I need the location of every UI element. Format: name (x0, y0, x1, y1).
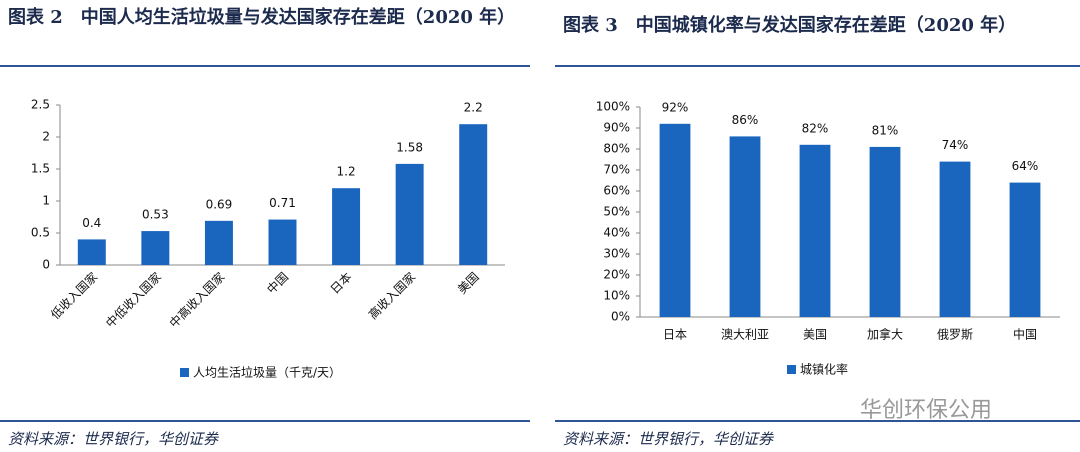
y-tick-label: 100% (596, 100, 630, 114)
y-tick-label: 30% (603, 247, 630, 261)
x-tick-label: 美国 (803, 328, 827, 342)
y-tick-label: 1.5 (31, 162, 50, 176)
data-label: 0.4 (82, 216, 101, 230)
chart-panel: 图表 2 中国人均生活垃圾量与发达国家存在差距（2020 年） 0 0.5 1 1.5… (0, 0, 530, 452)
watermark: 华创环保公用 (860, 398, 993, 423)
bar (332, 188, 361, 265)
y-tick-label: 0% (611, 310, 630, 324)
bar (459, 124, 488, 265)
y-tick-label: 1 (42, 194, 50, 208)
y-tick-label: 50% (603, 205, 630, 219)
chart: 0 0.5 1 1.5 2 2.5 低收入国家 中低收入国家 中高收入国家 中国 日本 高收入国家 美国… (31, 98, 505, 380)
chart-title: 图表 3 中国城镇化率与发达国家存在差距（2020 年） (563, 15, 1017, 36)
x-tick-label: 加拿大 (867, 327, 903, 342)
rule (0, 65, 530, 67)
bar (1009, 182, 1041, 317)
bar (799, 144, 831, 317)
x-tick-label: 低收入国家 (47, 269, 100, 322)
legend-swatch (180, 368, 189, 377)
x-tick-label: 美国 (455, 270, 482, 297)
legend-label: 人均生活垃圾量（千克/天） (193, 365, 341, 380)
x-tick-label: 中国 (264, 269, 292, 297)
chart-title: 图表 2 中国人均生活垃圾量与发达国家存在差距（2020 年） (8, 7, 516, 28)
data-label: 64% (1012, 159, 1039, 173)
y-tick-label: 2 (42, 130, 50, 144)
y-tick-label: 2.5 (31, 98, 50, 112)
legend-swatch (787, 365, 796, 374)
data-label: 86% (732, 113, 759, 127)
y-tick-label: 10% (603, 289, 630, 303)
bar (729, 136, 761, 317)
rule (0, 420, 530, 422)
bar (141, 231, 170, 265)
data-label: 0.71 (269, 196, 296, 210)
bar (268, 219, 297, 265)
legend-label: 城镇化率 (800, 362, 848, 377)
x-tick-label: 中国 (1013, 327, 1037, 342)
y-tick-label: 0 (42, 258, 50, 272)
rule (555, 420, 1080, 422)
bar (659, 123, 691, 317)
y-tick-label: 0.5 (31, 226, 50, 240)
data-label: 2.2 (464, 101, 483, 115)
y-tick-label: 90% (603, 121, 630, 135)
y-tick-label: 60% (603, 184, 630, 198)
bar (939, 161, 971, 317)
source: 资料来源：世界银行，华创证券 (8, 430, 219, 448)
bar (77, 239, 106, 265)
data-label: 1.2 (337, 165, 356, 179)
x-tick-label: 中高收入国家 (166, 269, 228, 331)
x-tick-label: 高收入国家 (365, 269, 418, 322)
data-label: 92% (662, 100, 689, 114)
y-tick-label: 80% (603, 142, 630, 156)
y-tick-label: 20% (603, 268, 630, 282)
data-label: 0.69 (206, 197, 233, 211)
y-tick-label: 70% (603, 163, 630, 177)
bar (204, 220, 233, 265)
y-tick-label: 40% (603, 226, 630, 240)
chart-panel: 图表 3 中国城镇化率与发达国家存在差距（2020 年） 0% 10% 20% 30%… (555, 0, 1080, 452)
data-label: 0.53 (142, 208, 169, 222)
bar (395, 163, 424, 265)
bar (869, 146, 901, 317)
data-label: 81% (872, 123, 899, 137)
rule (555, 65, 1080, 67)
x-tick-label: 澳大利亚 (721, 328, 769, 342)
chart: 0% 10% 20% 30% 40% 50% 60% 70% 80% 90% 100% 日本 澳大利亚 美… (596, 100, 1060, 377)
data-label: 82% (802, 121, 829, 135)
data-label: 1.58 (396, 140, 423, 154)
source: 资料来源：世界银行，华创证券 (563, 430, 774, 448)
x-tick-label: 日本 (328, 270, 355, 297)
x-tick-label: 日本 (663, 328, 687, 342)
x-tick-label: 俄罗斯 (937, 328, 973, 342)
data-label: 74% (942, 138, 969, 152)
x-tick-label: 中低收入国家 (102, 269, 164, 331)
